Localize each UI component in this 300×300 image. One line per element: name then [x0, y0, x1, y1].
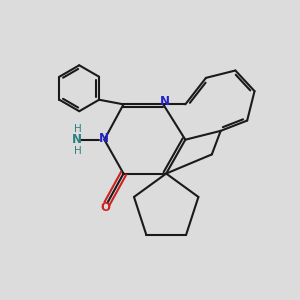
Text: N: N: [99, 132, 110, 145]
Text: O: O: [101, 201, 111, 214]
Text: N: N: [71, 133, 81, 146]
Text: H: H: [74, 124, 82, 134]
Text: H: H: [74, 146, 82, 156]
Text: N: N: [160, 95, 170, 108]
